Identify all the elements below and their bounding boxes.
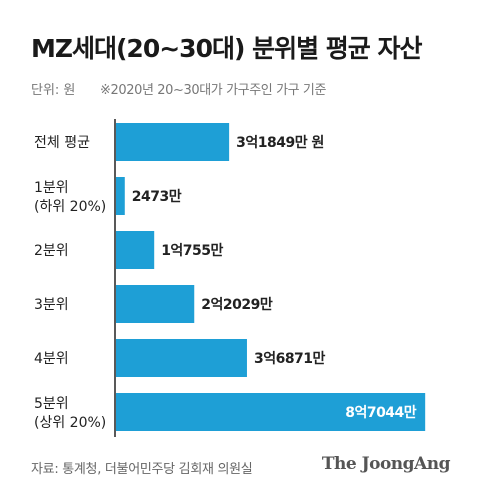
- category-label-5: 4분위: [34, 351, 69, 367]
- category-label-6-line-2: (상위 20%): [34, 415, 106, 431]
- bar-6: [116, 393, 426, 431]
- bar-4: [116, 285, 195, 323]
- value-label-4: 2억2029만: [201, 297, 273, 313]
- category-label-6-line-1: 5분위: [34, 396, 69, 412]
- bar-2: [116, 177, 125, 215]
- bar-5: [116, 339, 247, 377]
- unit-label: 단위: 원: [31, 83, 76, 98]
- chart-title: MZ세대(20~30대) 분위별 평균 자산: [31, 34, 422, 63]
- category-label-2-line-2: (하위 20%): [34, 199, 106, 215]
- category-label-4: 3분위: [34, 297, 69, 313]
- value-label-6: 8억7044만: [345, 405, 417, 421]
- category-label-1: 전체 평균: [34, 135, 90, 151]
- category-label-3: 2분위: [34, 243, 69, 259]
- value-label-3: 1억755만: [161, 243, 223, 259]
- footnote: ※2020년 20~30대가 가구주인 가구 기준: [100, 83, 327, 98]
- value-label-5: 3억6871만: [254, 351, 326, 367]
- bar-3: [116, 231, 155, 269]
- category-label-2-line-1: 1분위: [34, 180, 69, 196]
- value-label-1: 3억1849만 원: [236, 135, 324, 151]
- publisher-logo: The JoongAng: [321, 454, 451, 474]
- bar-1: [116, 123, 230, 161]
- value-label-2: 2473만: [132, 189, 182, 205]
- source-note: 자료: 통계청, 더불어민주당 김회재 의원실: [31, 462, 253, 477]
